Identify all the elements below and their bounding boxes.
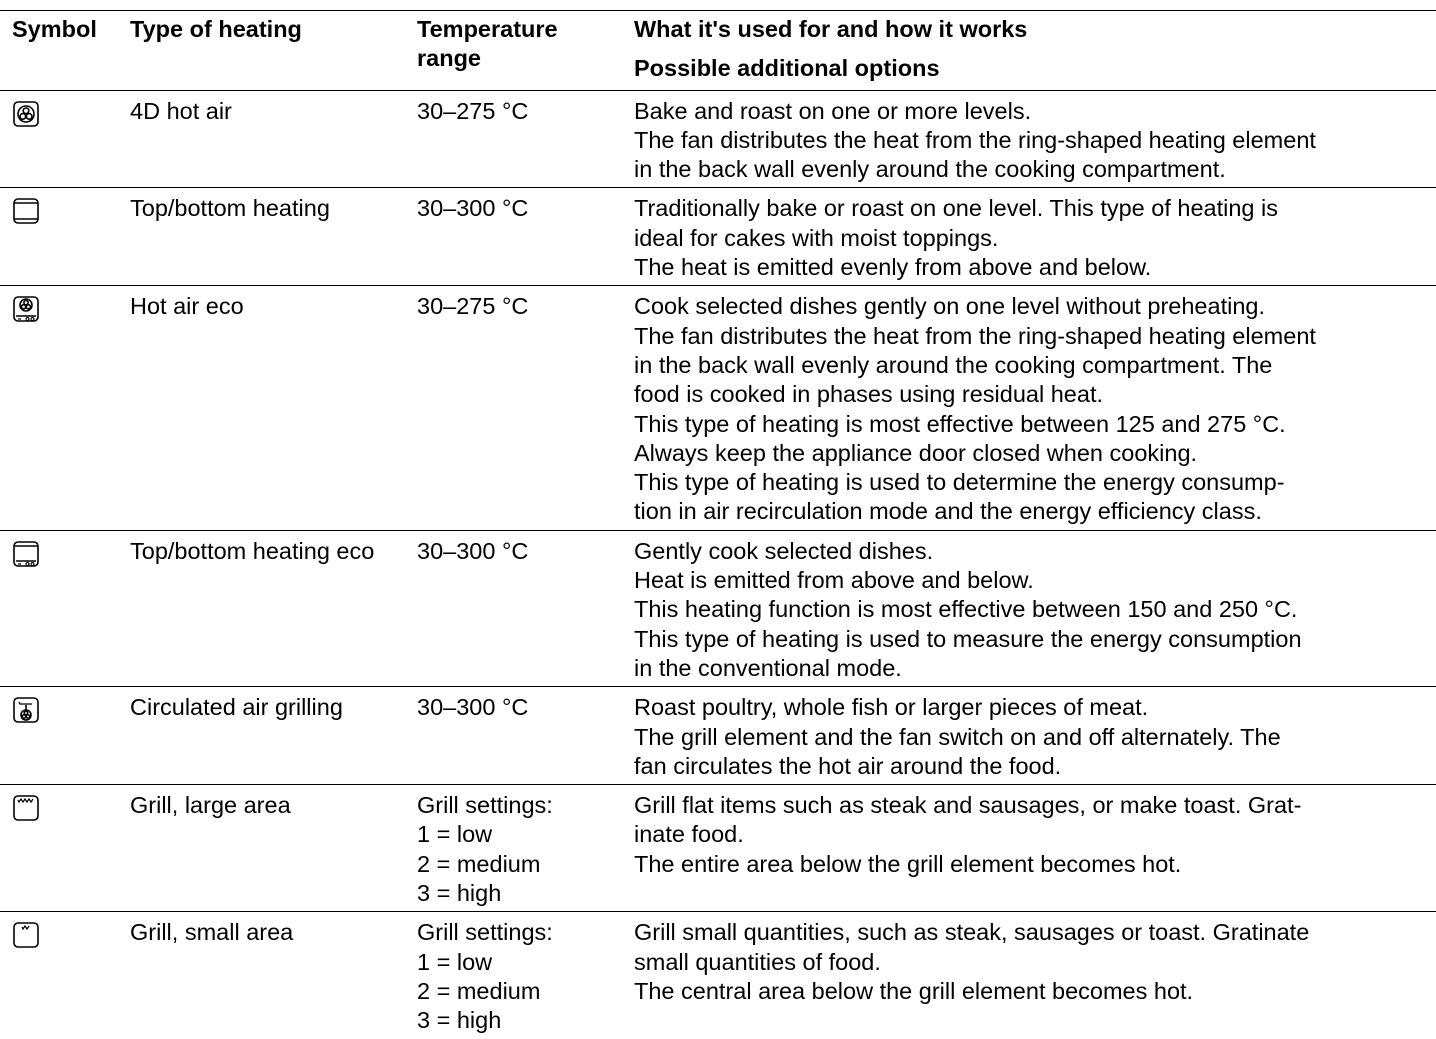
description-line: in the back wall evenly around the cooki… <box>634 351 1273 378</box>
table-row: Grill, small area Grill settings: 1 = low 2… <box>0 911 1436 1039</box>
description-line: ideal for cakes with moist toppings. <box>634 224 999 251</box>
heating-type: Top/bottom heating <box>118 187 405 286</box>
column-header: Symbol <box>12 16 97 42</box>
description-line: The heat is emitted evenly from above an… <box>634 254 1152 281</box>
description-line: in the back wall evenly around the cooki… <box>634 156 1226 183</box>
description-line: Bake and roast on one or more levels. <box>634 97 1032 124</box>
temperature-line: 1 = low <box>417 948 493 975</box>
temperature-line: Grill settings: <box>417 792 553 819</box>
heating-icon <box>13 922 39 949</box>
symbol-cell <box>0 285 118 531</box>
heating-type: Circulated air grilling <box>118 686 405 785</box>
heating-icon <box>13 795 39 821</box>
description-line: Heat is emitted from above and below. <box>634 567 1034 594</box>
temperature-cell: 30–300 °C <box>405 686 622 785</box>
description-line: inate food. <box>634 821 744 848</box>
heating-type: Grill, small area <box>118 911 405 1039</box>
description-cell: Gently cook selected dishes. Heat is emit… <box>622 529 1436 687</box>
column-header-cell: What it's used for and how it works Poss… <box>622 11 1436 91</box>
description-line: in the conventional mode. <box>634 654 902 681</box>
page: {"header": {"columns": ["Symbol", "Type … <box>0 10 1436 1039</box>
description-cell: Roast poultry, whole fish or larger piec… <box>622 686 1436 785</box>
temperature-cell: 30–300 °C <box>405 187 622 286</box>
temperature-line: 30–275 °C <box>417 97 529 124</box>
temperature-line: 30–300 °C <box>417 537 529 564</box>
symbol-cell <box>0 187 118 286</box>
symbol-cell <box>0 784 118 912</box>
description-line: Traditionally bake or roast on one level… <box>634 195 1279 222</box>
heating-type: Grill, large area <box>118 784 405 912</box>
description-cell: Grill small quantities, such as steak, s… <box>622 911 1436 1039</box>
column-header: Type of heating <box>130 16 302 42</box>
table-row: Circulated air grilling 30–300 °C Roast po… <box>0 686 1436 785</box>
temperature-line: 3 = high <box>417 880 502 907</box>
symbol-cell <box>0 529 118 687</box>
description-line: Grill flat items such as steak and sausa… <box>634 792 1302 819</box>
description-cell: Traditionally bake or roast on one level… <box>622 187 1436 286</box>
table-row: Top/bottom heating eco 30–300 °C Gently co… <box>0 529 1436 687</box>
table-row: Grill, large area Grill settings: 1 = low 2… <box>0 784 1436 912</box>
description-line: Gently cook selected dishes. <box>634 537 934 564</box>
description-line: This type of heating is most effective b… <box>634 410 1286 437</box>
header-row: Symbol Type of heating Temperature range… <box>0 11 1436 91</box>
description-line: The entire area below the grill element … <box>634 850 1182 877</box>
description-line: The fan distributes the heat from the ri… <box>634 126 1316 153</box>
symbol-cell <box>0 89 118 188</box>
temperature-line: 30–275 °C <box>417 293 529 320</box>
temperature-line: 3 = high <box>417 1007 502 1034</box>
description-line: Roast poultry, whole fish or larger piec… <box>634 694 1149 721</box>
heating-icon <box>13 697 39 724</box>
description-cell: Bake and roast on one or more levels. The… <box>622 89 1436 188</box>
heating-type: 4D hot air <box>118 89 405 188</box>
description-line: Always keep the appliance door closed wh… <box>634 439 1198 466</box>
heating-table: Symbol Type of heating Temperature range… <box>0 10 1436 1039</box>
description-line: This type of heating is used to determin… <box>634 469 1285 496</box>
temperature-line: 2 = medium <box>417 850 541 877</box>
column-header: What it's used for and how it works <box>634 16 1028 42</box>
description-cell: Grill flat items such as steak and sausa… <box>622 784 1436 912</box>
column-header: Temperature range <box>417 16 558 72</box>
heating-type: Top/bottom heating eco <box>118 529 405 687</box>
temperature-cell: 30–275 °C <box>405 89 622 188</box>
heating-icon <box>13 100 39 127</box>
temperature-line: Grill settings: <box>417 919 553 946</box>
description-line: food is cooked in phases using residual … <box>634 381 1104 408</box>
description-line: Grill small quantities, such as steak, s… <box>634 919 1310 946</box>
table-body: 4D hot air 30–275 °C Bake and roast on one… <box>0 89 1436 1039</box>
heating-icon <box>13 540 39 567</box>
heating-icon <box>13 198 39 225</box>
heating-type: Hot air eco <box>118 285 405 531</box>
description-line: This heating function is most effective … <box>634 596 1298 623</box>
temperature-line: 2 = medium <box>417 977 541 1004</box>
description-line: small quantities of food. <box>634 948 881 975</box>
description-line: The grill element and the fan switch on … <box>634 723 1281 750</box>
description-line: This type of heating is used to measure … <box>634 625 1302 652</box>
symbol-cell <box>0 686 118 785</box>
temperature-cell: 30–275 °C <box>405 285 622 531</box>
symbol-cell <box>0 911 118 1039</box>
heating-icon <box>13 296 39 323</box>
description-line: fan circulates the hot air around the fo… <box>634 752 1062 779</box>
description-line: The fan distributes the heat from the ri… <box>634 322 1316 349</box>
table-row: Hot air eco 30–275 °C Cook selected dishes… <box>0 285 1436 531</box>
table-row: Top/bottom heating 30–300 °C Traditionally… <box>0 187 1436 286</box>
temperature-cell: Grill settings: 1 = low 2 = medium 3 = high <box>405 911 622 1039</box>
temperature-cell: Grill settings: 1 = low 2 = medium 3 = high <box>405 784 622 912</box>
description-cell: Cook selected dishes gently on one level… <box>622 285 1436 531</box>
column-subheader: Possible additional options <box>634 55 940 82</box>
temperature-line: 30–300 °C <box>417 195 529 222</box>
temperature-cell: 30–300 °C <box>405 529 622 687</box>
temperature-line: 30–300 °C <box>417 694 529 721</box>
description-line: Cook selected dishes gently on one level… <box>634 293 1265 320</box>
table-row: 4D hot air 30–275 °C Bake and roast on one… <box>0 89 1436 188</box>
description-line: tion in air recirculation mode and the e… <box>634 498 1262 525</box>
temperature-line: 1 = low <box>417 821 493 848</box>
description-line: The central area below the grill element… <box>634 977 1194 1004</box>
